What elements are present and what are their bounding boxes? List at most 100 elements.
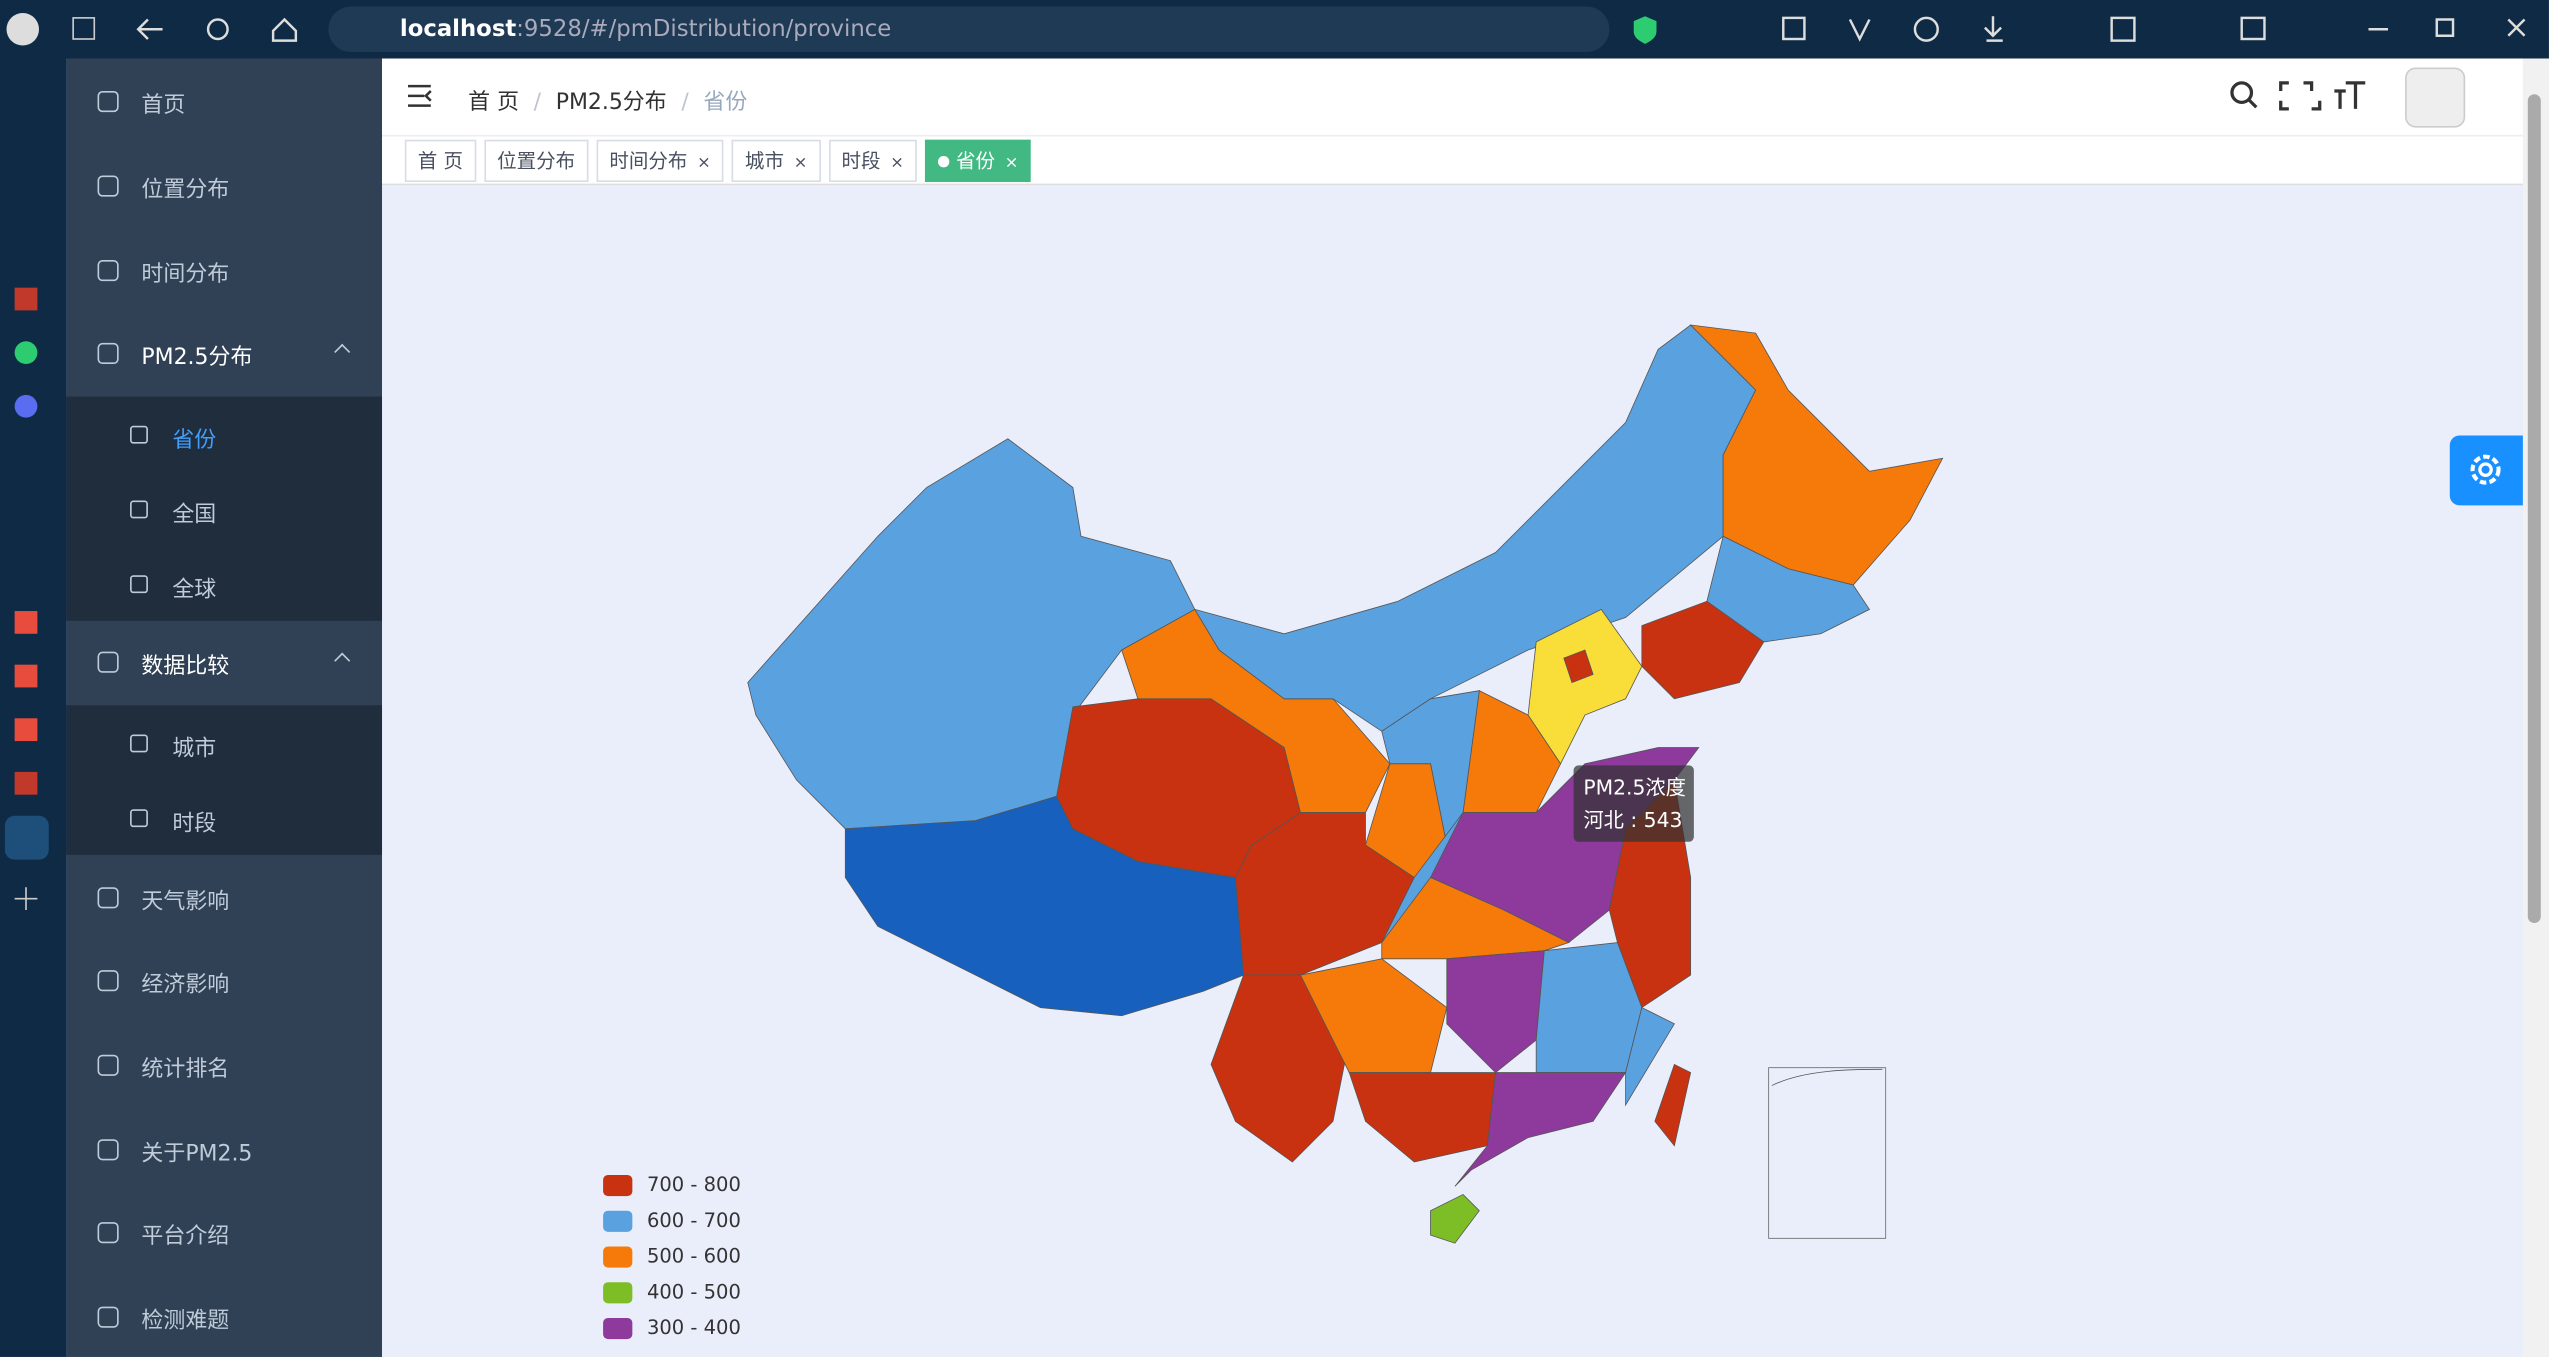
settings-button[interactable] <box>2449 435 2523 506</box>
tooltip-text: 河北 : 543 <box>1583 808 1682 832</box>
menu-icon <box>97 342 119 365</box>
menu-icon <box>97 1222 119 1244</box>
menu-icon <box>97 1054 119 1076</box>
menu-label: PM2.5分布 <box>141 344 253 371</box>
menu-label: 位置分布 <box>141 177 230 204</box>
browser-sidebar <box>0 58 67 1357</box>
toolbar-icons <box>6 13 2526 46</box>
tag-close[interactable]: × <box>697 154 711 173</box>
legend-swatch <box>603 1246 633 1268</box>
breadcrumb-separator: / <box>681 89 689 116</box>
menu-item[interactable]: 经济影响 <box>67 938 382 1023</box>
menu-item[interactable]: 检测难题 <box>67 1274 382 1357</box>
breadcrumb-item: 省份 <box>703 89 748 116</box>
menu-label: 检测难题 <box>141 1308 230 1335</box>
breadcrumb-separator: / <box>533 89 542 116</box>
menu-label: 经济影响 <box>141 971 230 998</box>
menu-arrow <box>334 343 351 360</box>
submenu-icon <box>130 809 148 828</box>
menu-icon <box>97 91 119 113</box>
legend-swatch <box>603 1174 633 1197</box>
tag-close[interactable]: × <box>793 154 808 173</box>
hamburger[interactable] <box>406 83 432 109</box>
submenu-icon <box>130 425 148 444</box>
legend-label: 600 - 700 <box>647 1209 741 1232</box>
menu-item[interactable]: 首页 <box>67 59 382 144</box>
scrollbar[interactable] <box>2522 58 2549 1357</box>
menu-label: 天气影响 <box>141 888 230 915</box>
menu-item[interactable]: 数据比较 <box>67 619 382 704</box>
tooltip: PM2.5浓度 河北 : 543 <box>1573 765 1694 842</box>
tag-close[interactable]: × <box>1004 154 1019 173</box>
submenu-icon <box>130 500 148 519</box>
menu-label: 首页 <box>141 92 186 119</box>
legend-swatch <box>603 1282 633 1304</box>
header-icons[interactable] <box>2227 67 2471 129</box>
url-host: localhost <box>399 16 517 43</box>
submenu-item[interactable]: 全国 <box>66 471 383 547</box>
submenu-label: 时段 <box>172 810 217 837</box>
tag-label: 首 页 <box>417 149 464 173</box>
submenu-item[interactable]: 省份 <box>66 396 383 472</box>
menu-icon <box>97 651 119 673</box>
tag-label: 省份 <box>955 149 995 173</box>
submenu-icon <box>130 575 148 594</box>
menu-item[interactable]: PM2.5分布 <box>67 310 382 395</box>
menu-label: 关于PM2.5 <box>141 1140 253 1167</box>
tag-dot <box>938 156 950 168</box>
tag-label: 时段 <box>841 149 881 173</box>
menu-icon <box>97 1139 119 1161</box>
submenu-label: 省份 <box>172 427 217 454</box>
legend-label: 500 - 600 <box>647 1245 741 1268</box>
tag[interactable]: 时间分布 × <box>596 139 724 183</box>
menu-item[interactable]: 时间分布 <box>67 228 382 313</box>
menu-label: 时间分布 <box>141 261 230 288</box>
menu-label: 统计排名 <box>141 1056 230 1083</box>
tags-view: 首 页 位置分布 时间分布 × 城市 × 时段 × 省份 × <box>382 136 2523 186</box>
submenu-item[interactable]: 全球 <box>66 546 383 621</box>
breadcrumb: 首 页 / PM2.5分布 / 省份 <box>468 83 748 116</box>
menu-item[interactable]: 关于PM2.5 <box>67 1107 382 1192</box>
submenu-icon <box>130 734 148 753</box>
menu-label: 数据比较 <box>141 653 230 680</box>
menu-item[interactable]: 平台介绍 <box>67 1190 382 1275</box>
tag[interactable]: 首 页 <box>404 139 477 183</box>
address-bar[interactable]: localhost:9528/#/pmDistribution/province <box>328 6 1610 53</box>
legend-label: 700 - 800 <box>647 1173 741 1196</box>
submenu-label: 城市 <box>172 736 217 763</box>
tag[interactable]: 时段 × <box>828 139 917 183</box>
menu-item[interactable]: 统计排名 <box>67 1022 382 1107</box>
tag-close[interactable]: × <box>890 154 904 173</box>
breadcrumb-item[interactable]: PM2.5分布 <box>555 89 667 116</box>
legend-label: 300 - 400 <box>647 1316 741 1339</box>
legend-label: 400 - 500 <box>647 1280 741 1303</box>
submenu-item[interactable]: 城市 <box>66 705 383 781</box>
menu-icon <box>97 1306 119 1328</box>
tag-label: 城市 <box>744 149 784 173</box>
tag[interactable]: 省份 × <box>925 139 1032 183</box>
tag[interactable]: 城市 × <box>731 139 821 183</box>
legend: 700 - 800 600 - 700 500 - 600 400 - 500 300 … <box>603 1173 741 1339</box>
submenu-item[interactable]: 时段 <box>66 780 383 855</box>
tag-label: 时间分布 <box>609 149 688 173</box>
legend-swatch <box>603 1210 633 1232</box>
menu-icon <box>97 260 119 282</box>
sidebar-icons <box>4 287 49 911</box>
tooltip-title: PM2.5浓度 <box>1583 776 1686 800</box>
menu-item[interactable]: 天气影响 <box>67 855 382 940</box>
tag[interactable]: 位置分布 <box>484 139 589 183</box>
legend-swatch <box>603 1317 633 1340</box>
tag-label: 位置分布 <box>497 149 576 173</box>
china-map <box>747 324 1944 1244</box>
menu-arrow <box>334 652 351 669</box>
breadcrumb-item[interactable]: 首 页 <box>468 89 520 116</box>
menu-icon <box>97 887 119 909</box>
map-view: PM2.5浓度 河北 : 543 700 - 800 600 - 700 500 -… <box>603 324 1944 1339</box>
side-menu: 首页位置分布时间分布 PM2.5分布 省份全国全球数据比较城市时段天气影响经济影响统… <box>66 58 383 1357</box>
menu-label: 平台介绍 <box>141 1223 230 1250</box>
submenu-label: 全球 <box>172 576 217 603</box>
submenu-label: 全国 <box>172 502 217 529</box>
menu-item[interactable]: 位置分布 <box>67 143 382 228</box>
